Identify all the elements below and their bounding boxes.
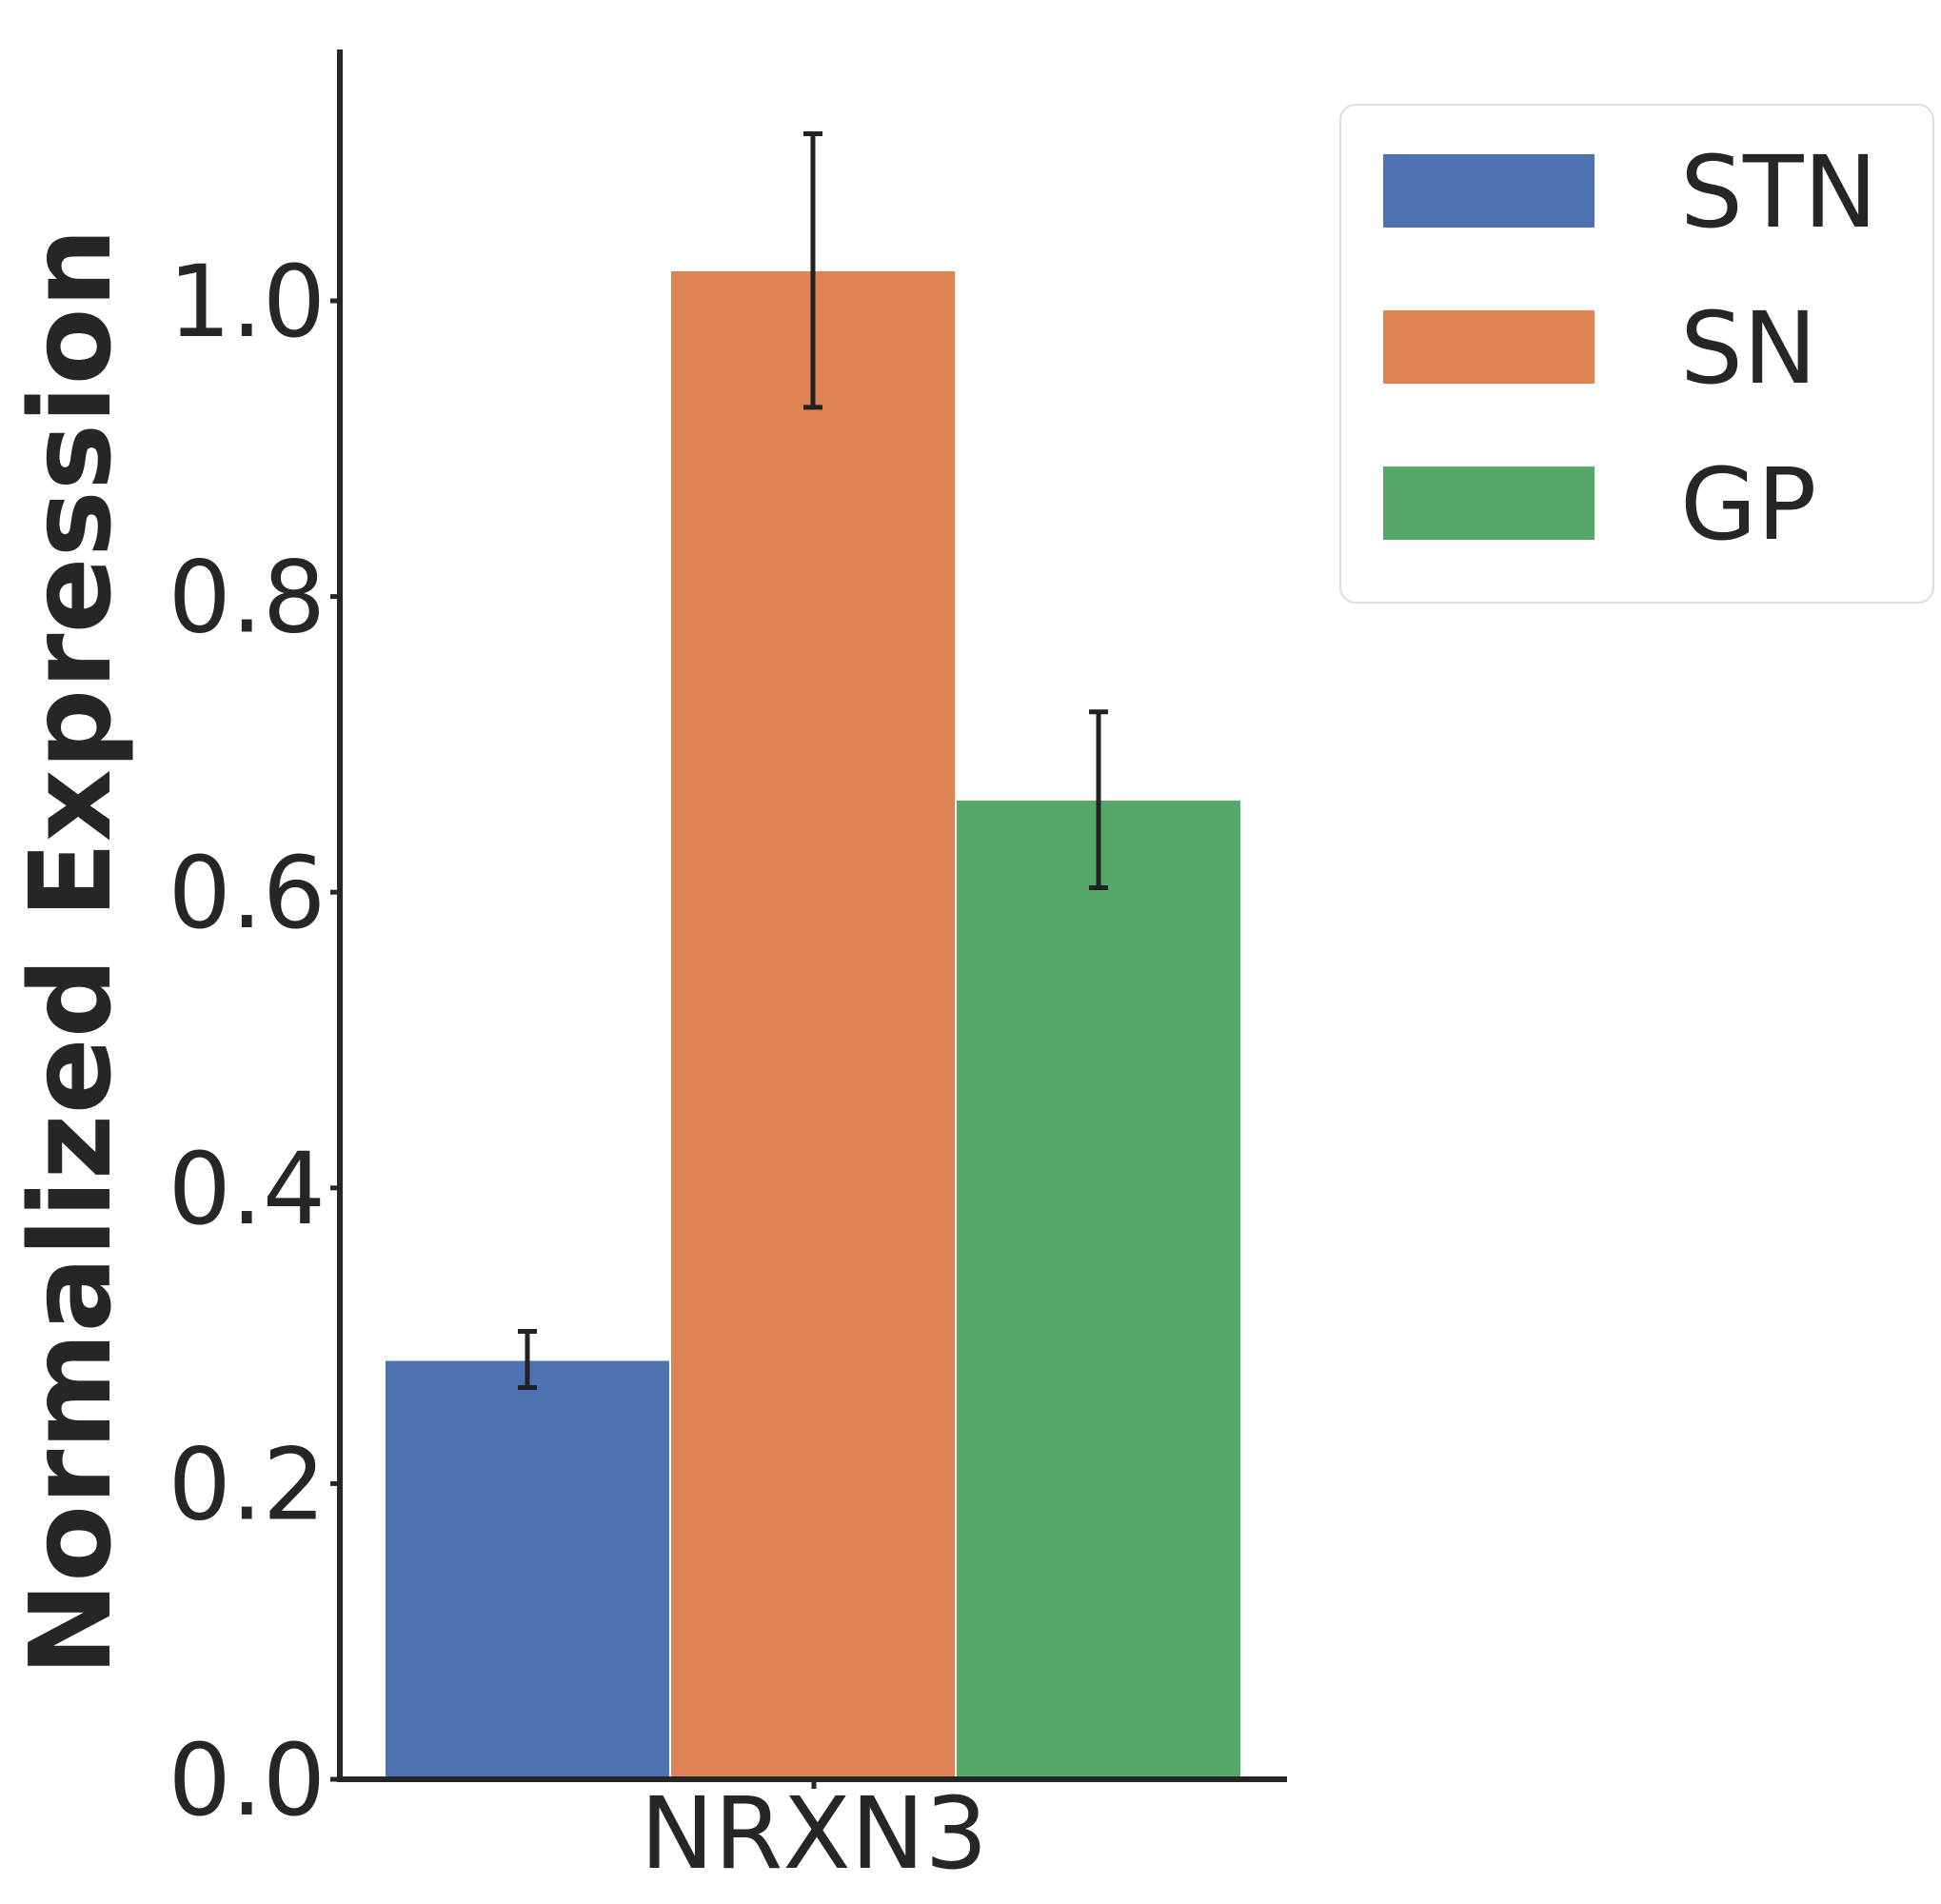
y-axis: 0.0 0.2 0.4 0.6 0.8 1.0 xyxy=(168,50,343,1838)
y-tick-label: 0.2 xyxy=(168,1426,326,1542)
legend-swatch-sn xyxy=(1383,310,1594,384)
error-bars-group xyxy=(518,131,1108,1390)
y-tick-label: 0.4 xyxy=(168,1131,326,1247)
bar-gp xyxy=(957,800,1240,1779)
x-tick-label: NRXN3 xyxy=(640,1775,987,1892)
error-bar-stn xyxy=(518,1328,537,1390)
y-tick-label: 1.0 xyxy=(168,244,326,360)
error-bar-sn xyxy=(803,131,822,410)
bar-stn xyxy=(386,1360,669,1779)
legend-label-gp: GP xyxy=(1680,446,1816,563)
bar-sn xyxy=(671,270,955,1779)
x-axis: NRXN3 xyxy=(337,1775,1287,1892)
legend: STN SN GP xyxy=(1339,104,1934,604)
legend-swatch-stn xyxy=(1383,154,1594,228)
y-axis-title: Normalized Expression xyxy=(5,228,136,1676)
y-tick-label: 0.6 xyxy=(168,835,326,951)
legend-label-stn: STN xyxy=(1680,134,1877,250)
y-axis-title-group: Normalized Expression xyxy=(5,228,136,1676)
bars-group xyxy=(386,270,1240,1779)
error-bar-gp xyxy=(1089,709,1108,891)
legend-swatch-gp xyxy=(1383,466,1594,540)
y-tick-label: 0.0 xyxy=(168,1722,326,1838)
legend-label-sn: SN xyxy=(1680,290,1817,407)
y-tick-label: 0.8 xyxy=(168,540,326,656)
